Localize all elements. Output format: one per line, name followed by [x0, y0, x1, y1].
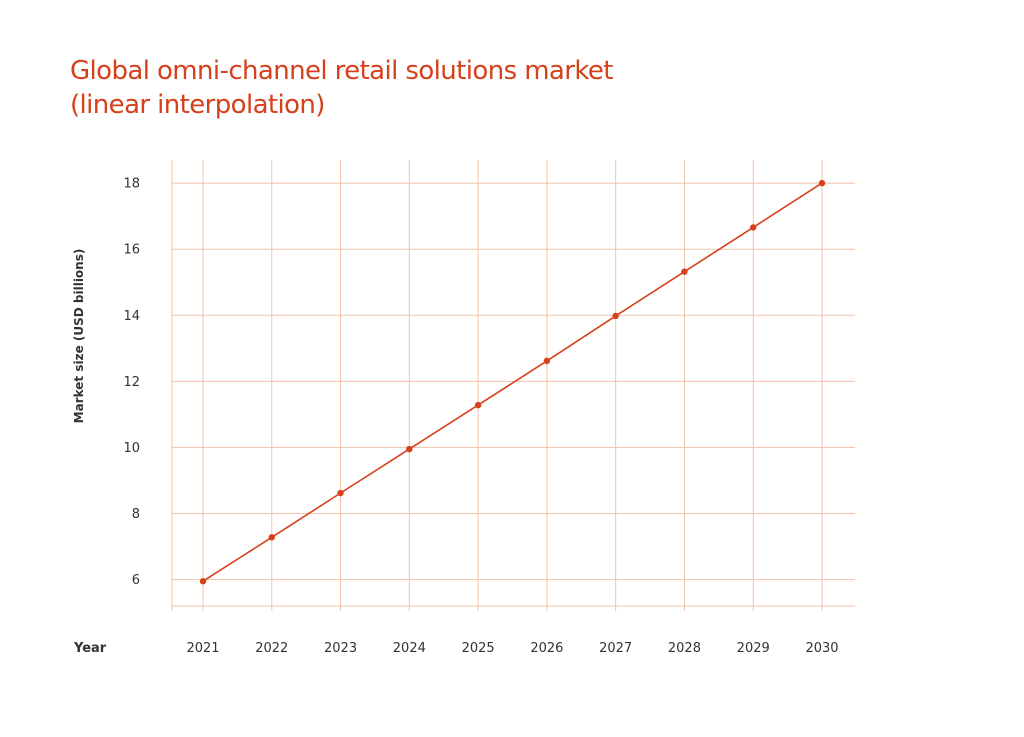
data-point-2027 [612, 312, 619, 320]
x-tick-label-2030: 2030 [805, 641, 838, 656]
y-tick-label: 16 [123, 243, 140, 258]
data-point-2025 [474, 401, 482, 409]
data-point-2022 [268, 534, 275, 541]
data-point-2023 [337, 489, 344, 497]
data-point-2028 [681, 268, 688, 275]
y-tick-label: 14 [123, 309, 140, 324]
y-tick-label: 18 [123, 177, 140, 192]
series [199, 179, 826, 585]
chart-title-line-1: Global omni-channel retail solutions mar… [70, 56, 613, 86]
y-tick-label: 6 [132, 573, 140, 588]
grid-lines [171, 160, 855, 606]
y-tick-label: 8 [132, 507, 140, 522]
data-point-2024 [406, 445, 413, 453]
data-point-2029 [750, 224, 757, 231]
x-tick-label-2025: 2025 [462, 641, 495, 656]
x-tick-label-2027: 2027 [599, 641, 632, 656]
x-tick-label-2029: 2029 [737, 641, 770, 656]
data-point-2026 [543, 357, 551, 365]
x-tick-label-2028: 2028 [668, 641, 701, 656]
x-tick-label-2026: 2026 [530, 641, 563, 656]
y-axis-label: Market size (USD billions) [72, 249, 86, 424]
y-tick-label: 10 [123, 441, 140, 456]
chart-title: Global omni-channel retail solutions mar… [70, 54, 710, 122]
data-point-2021 [199, 578, 207, 585]
x-axis-label: Year [73, 641, 107, 656]
x-tick-label-2024: 2024 [393, 641, 426, 656]
x-tick-label-2021: 2021 [186, 641, 219, 656]
series-line-0 [202, 182, 823, 582]
y-tick-label: 12 [123, 375, 140, 390]
x-tick-label-2023: 2023 [324, 641, 357, 656]
axes: 6 8 10 12 14 16 18 2021 2022 2023 2024 2025 2026 2027… [123, 177, 855, 656]
chart-title-line-2: (linear interpolation) [70, 90, 325, 120]
x-tick-label-2022: 2022 [255, 641, 288, 656]
data-point-2030 [818, 179, 826, 187]
